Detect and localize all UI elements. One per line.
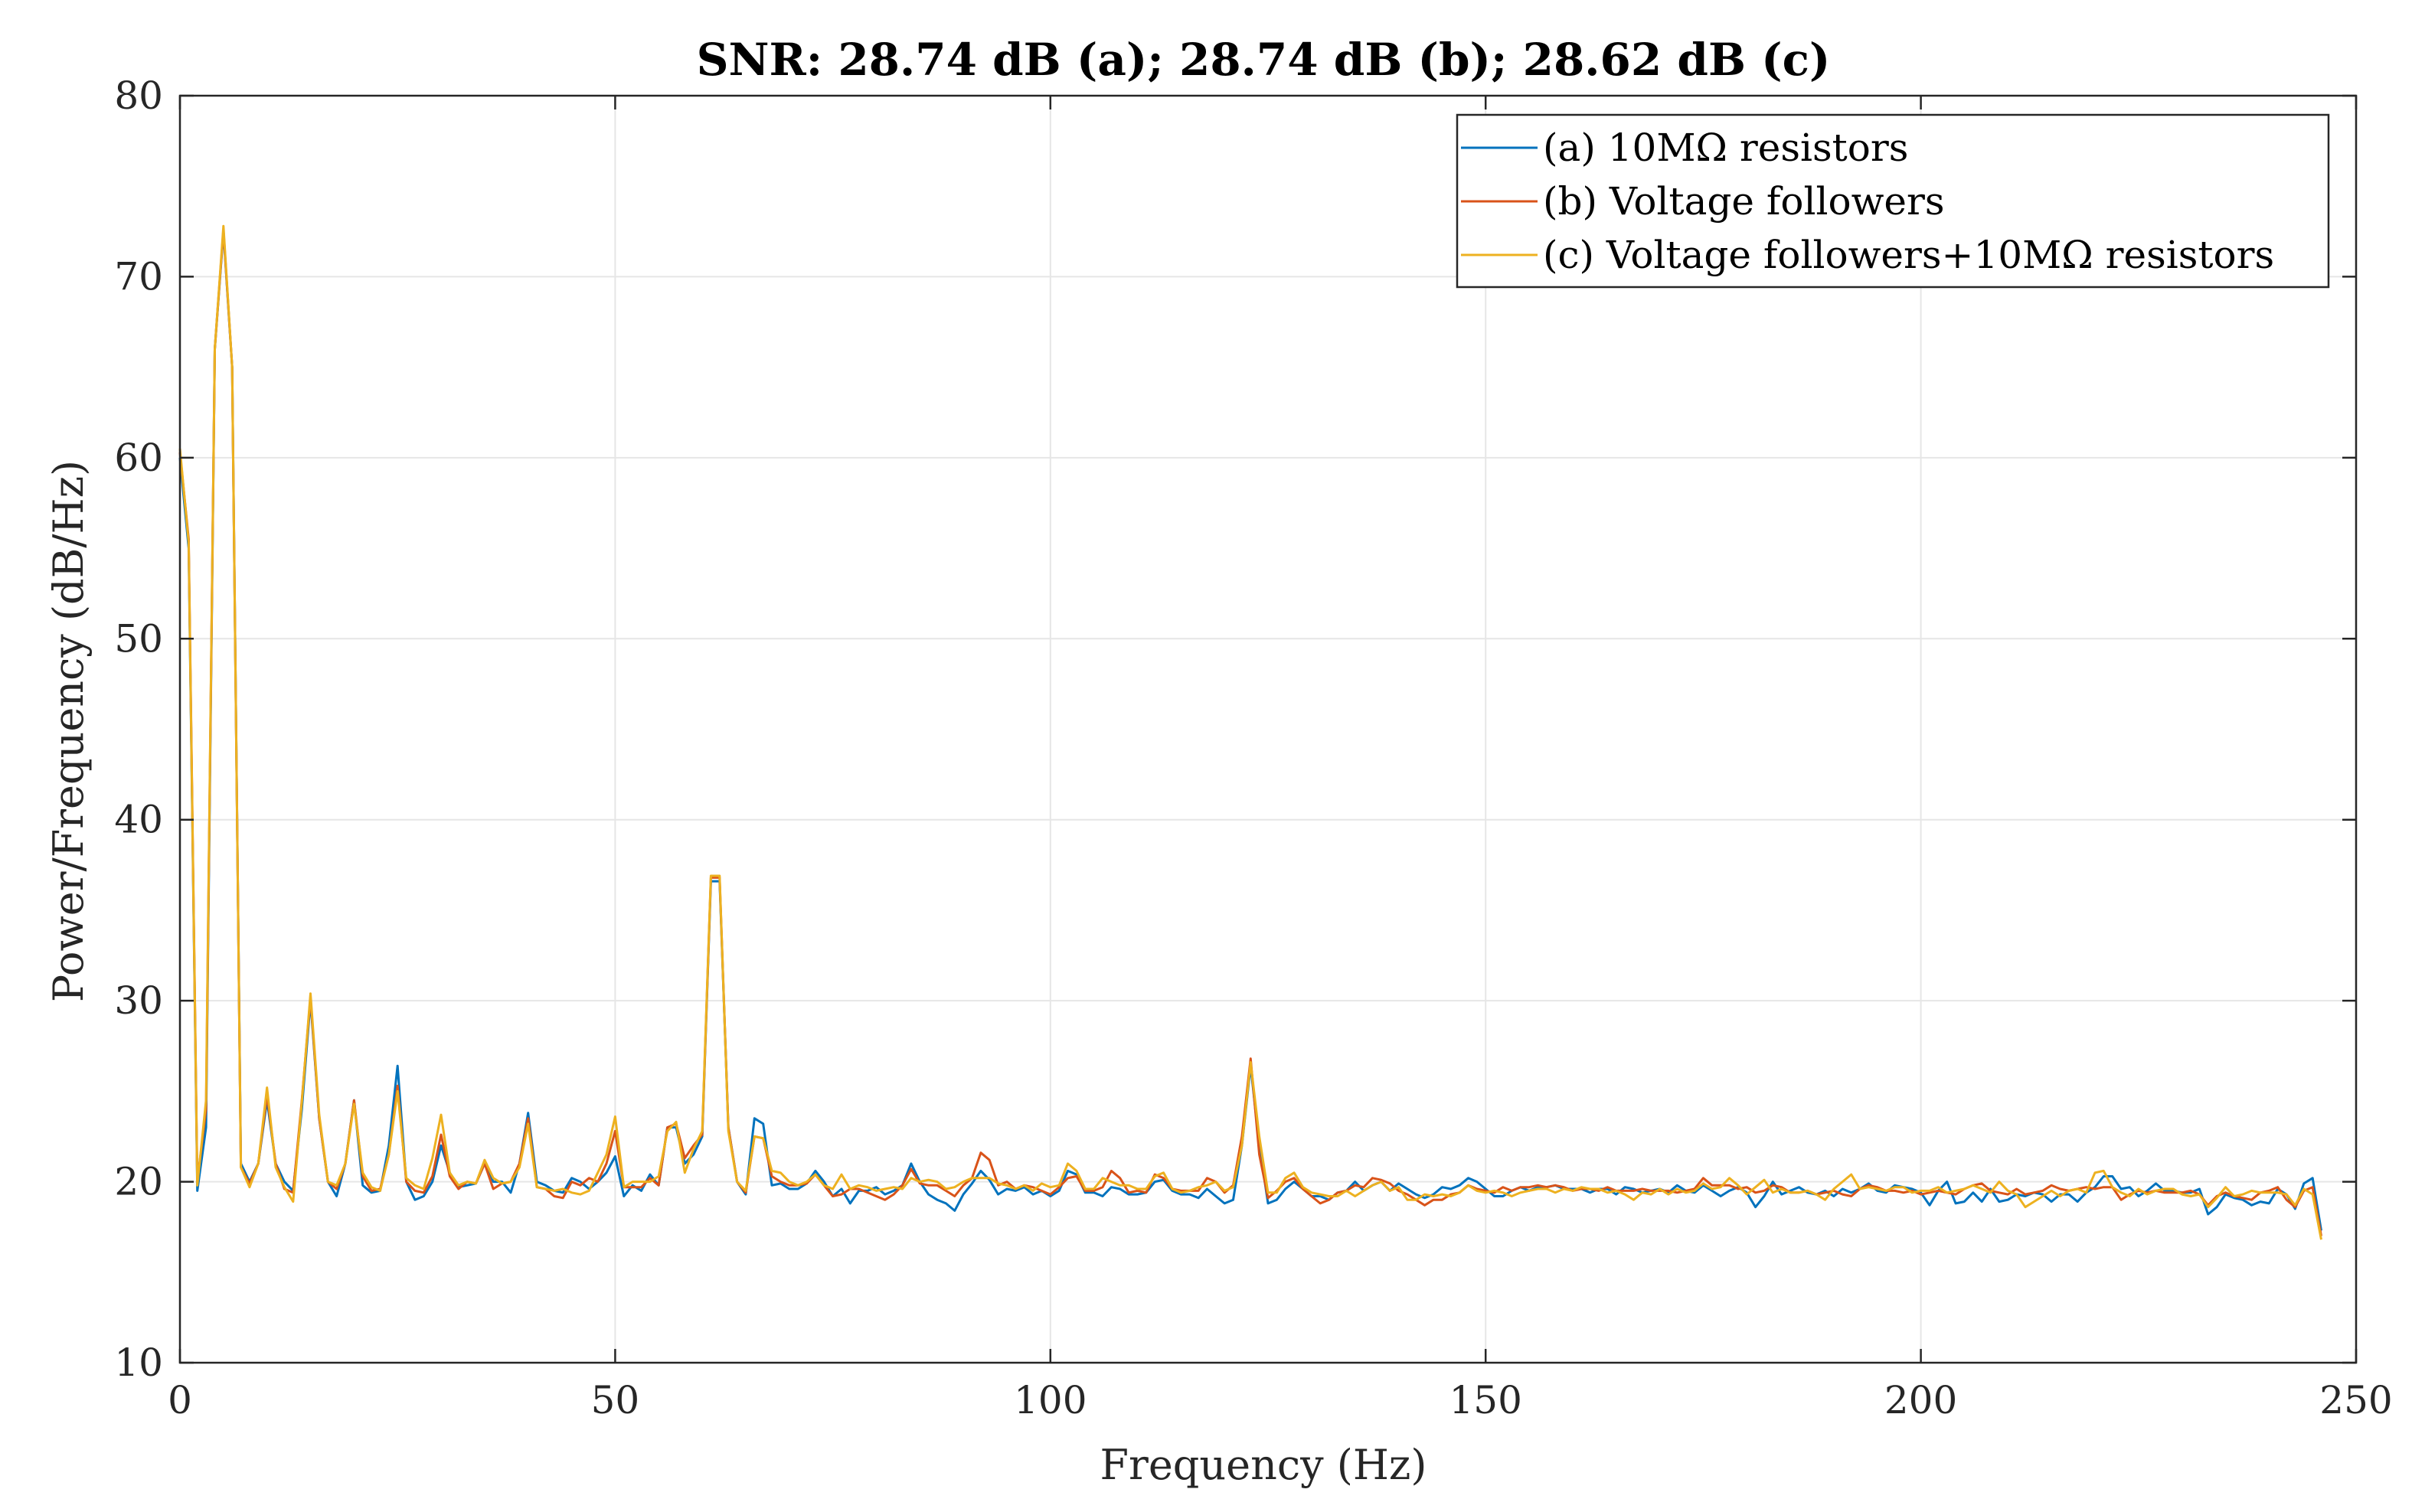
x-tick-label: 150 xyxy=(1449,1378,1521,1422)
y-axis-label: Power/Frequency (dB/Hz) xyxy=(44,460,93,1002)
y-tick-label: 80 xyxy=(114,73,163,118)
y-tick-label: 30 xyxy=(114,978,163,1023)
y-tick-label: 10 xyxy=(114,1341,163,1385)
legend-box xyxy=(1456,113,2330,289)
series-line-3 xyxy=(178,224,2322,1240)
y-tick-label: 50 xyxy=(114,616,163,661)
x-axis-label: Frequency (Hz) xyxy=(1100,1441,1427,1489)
axes xyxy=(178,94,2358,1364)
legend: (a) 10MΩ resistors (b) Voltage followers (… xyxy=(1456,113,2330,289)
x-tick-label: 0 xyxy=(168,1378,192,1422)
legend-label-1: (a) 10MΩ resistors xyxy=(1543,126,1908,170)
series-line-1 xyxy=(178,230,2322,1231)
y-tick-label: 60 xyxy=(114,436,163,480)
chart-title: SNR: 28.74 dB (a); 28.74 dB (b); 28.62 d… xyxy=(697,34,1831,86)
legend-label-3: (c) Voltage followers+10MΩ resistors xyxy=(1543,233,2274,277)
tick-labels: 0 50 100 150 200 250 10 20 30 40 50 60 70 80 xyxy=(114,73,2392,1422)
x-tick-label: 200 xyxy=(1884,1378,1957,1422)
x-tick-label: 250 xyxy=(2319,1378,2392,1422)
plot-frame xyxy=(178,94,2358,1364)
y-tick-label: 40 xyxy=(114,798,163,842)
x-tick-label: 100 xyxy=(1014,1378,1087,1422)
series-line-2 xyxy=(178,228,2322,1236)
series-lines xyxy=(178,224,2322,1240)
y-tick-label: 70 xyxy=(114,254,163,299)
y-tick-label: 20 xyxy=(114,1160,163,1204)
legend-label-2: (b) Voltage followers xyxy=(1543,179,1945,224)
x-tick-label: 50 xyxy=(591,1378,640,1422)
